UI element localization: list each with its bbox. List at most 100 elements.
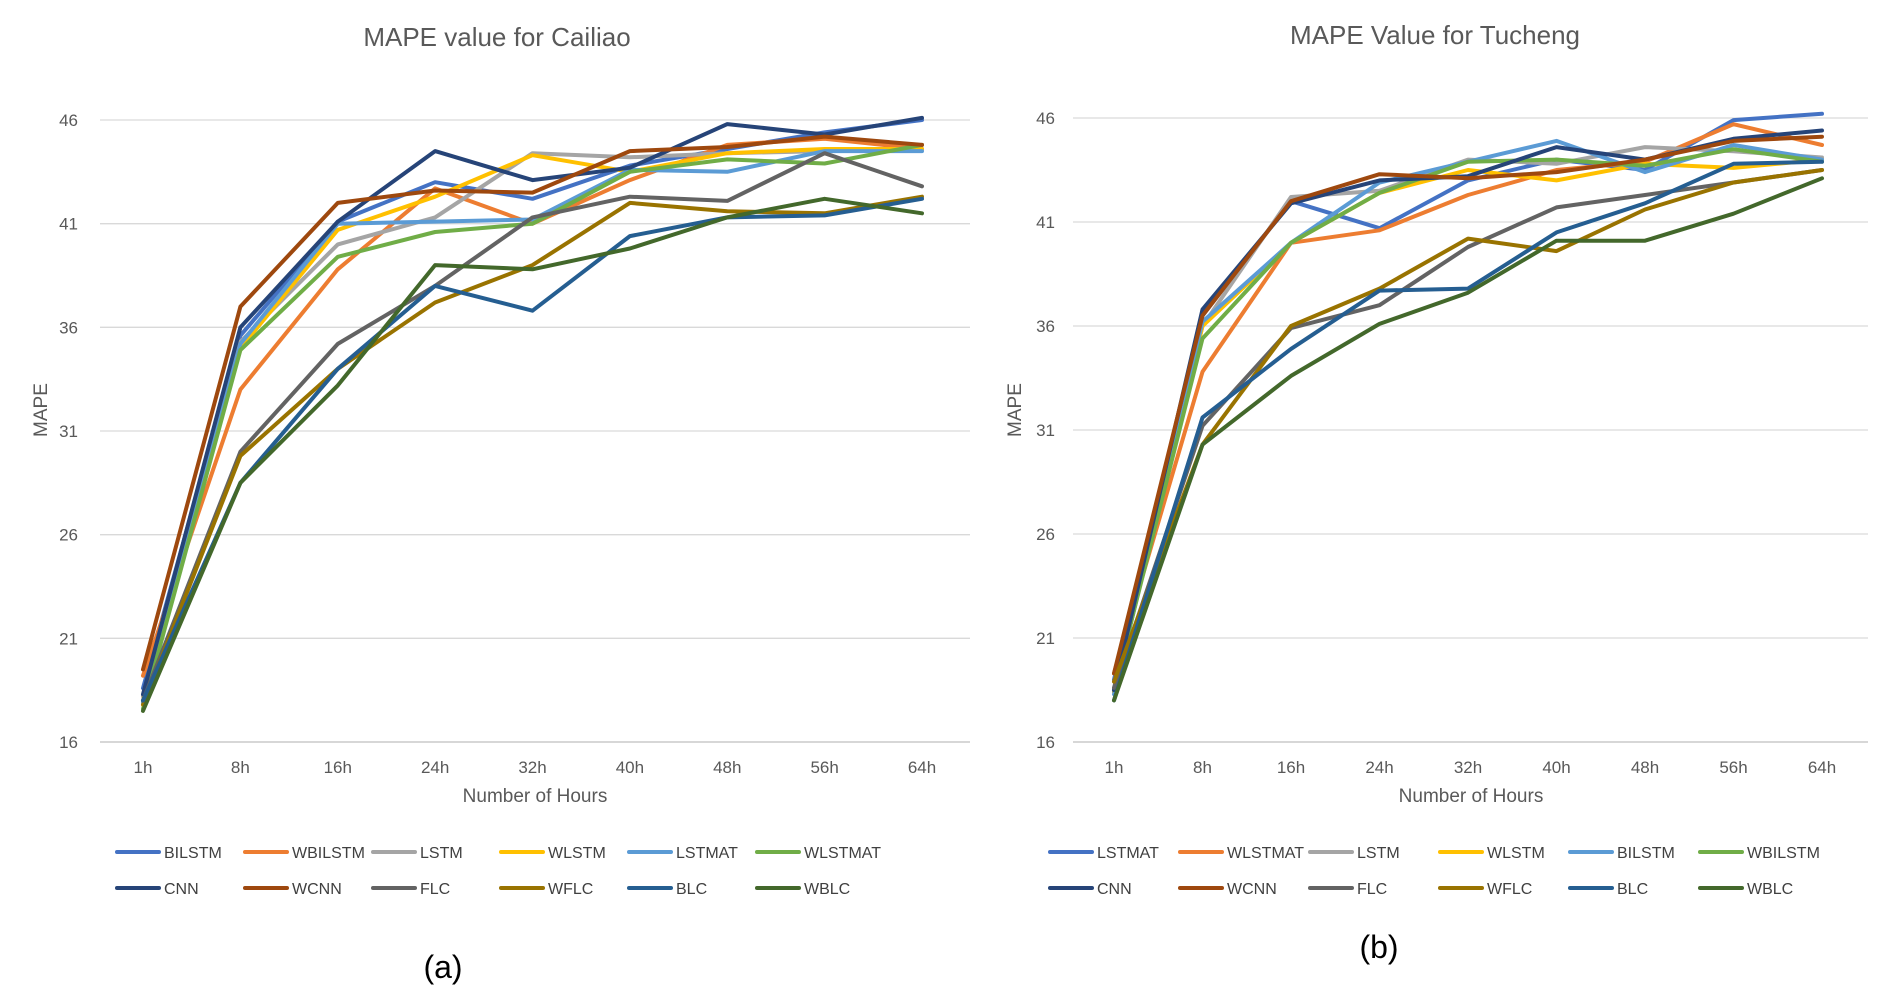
legend-item: WLSTM <box>499 845 606 862</box>
series-line-flc <box>141 151 924 703</box>
x-tick-label: 16h <box>324 758 352 777</box>
legend-item: CNN <box>115 881 199 898</box>
chart-cailiao: MAPE value for Cailiao MAPE Number of Ho… <box>31 22 970 985</box>
legend-label: LSTM <box>1357 845 1400 862</box>
legend-label: FLC <box>1357 881 1387 898</box>
y-tick-label: 21 <box>1036 629 1055 648</box>
series-line-lstm <box>1112 145 1824 690</box>
legend-item: WBLC <box>755 881 850 898</box>
x-tick-label: 56h <box>1719 758 1747 777</box>
panel-label: (a) <box>423 949 462 985</box>
series-line-blc <box>1112 159 1824 703</box>
y-tick-label: 36 <box>1036 317 1055 336</box>
legend-label: WCNN <box>1227 881 1277 898</box>
legend-label: CNN <box>164 881 199 898</box>
series-lines <box>141 115 924 713</box>
series-line-wflc <box>141 194 924 707</box>
chart-title: MAPE Value for Tucheng <box>1290 20 1580 50</box>
legend-label: WLSTM <box>548 845 606 862</box>
panel-label: (b) <box>1359 929 1398 965</box>
chart-tucheng: MAPE Value for Tucheng MAPE Number of Ho… <box>1005 20 1868 965</box>
series-line-blc <box>141 196 924 703</box>
legend-label: BLC <box>676 881 707 898</box>
x-tick-label: 64h <box>908 758 936 777</box>
legend-label: BLC <box>1617 881 1648 898</box>
series-line-cnn <box>141 115 924 697</box>
x-tick-label: 40h <box>616 758 644 777</box>
y-tick-label: 41 <box>59 215 78 234</box>
legend-item: WLSTMAT <box>755 845 881 862</box>
legend-item: WBILSTM <box>1698 845 1820 862</box>
series-line-lstmat <box>1112 111 1824 682</box>
y-axis-title: MAPE <box>1005 383 1026 437</box>
legend-label: WBLC <box>804 881 850 898</box>
legend-label: LSTMAT <box>1097 845 1159 862</box>
x-tick-label: 40h <box>1542 758 1570 777</box>
legend-label: LSTMAT <box>676 845 738 862</box>
y-tick-label: 41 <box>1036 213 1055 232</box>
legend-label: BILSTM <box>164 845 222 862</box>
legend-label: BILSTM <box>1617 845 1675 862</box>
y-tick-label: 16 <box>1036 733 1055 752</box>
series-line-wblc <box>1112 176 1824 703</box>
legend-label: FLC <box>420 881 450 898</box>
legend: LSTMAT WLSTMAT LSTM WLSTM BILSTM WBILSTM CNN WC… <box>1048 845 1820 898</box>
series-line-wlstmat <box>141 142 924 711</box>
legend-label: WLSTMAT <box>1227 845 1304 862</box>
y-tick-label: 26 <box>1036 525 1055 544</box>
legend-item: BLC <box>1568 881 1648 898</box>
legend-item: FLC <box>1308 881 1387 898</box>
legend-item: BLC <box>627 881 707 898</box>
x-tick-labels: 1h 8h 16h 24h 32h 40h 48h 56h 64h <box>1105 758 1837 777</box>
series-line-wcnn <box>141 134 924 672</box>
legend-item: LSTM <box>371 845 463 862</box>
x-tick-label: 1h <box>1105 758 1124 777</box>
series-line-wcnn <box>1112 134 1824 676</box>
legend-item: WBLC <box>1698 881 1793 898</box>
x-tick-label: 8h <box>231 758 250 777</box>
series-line-lstmat <box>141 149 924 705</box>
x-tick-label: 64h <box>1808 758 1836 777</box>
legend-label: WLSTM <box>1487 845 1545 862</box>
legend-item: FLC <box>371 881 450 898</box>
legend-item: CNN <box>1048 881 1132 898</box>
series-line-wlstm <box>141 147 924 703</box>
gridlines <box>1073 117 1868 743</box>
x-tick-label: 48h <box>1631 758 1659 777</box>
chart-title: MAPE value for Cailiao <box>363 22 630 52</box>
x-tick-label: 1h <box>134 758 153 777</box>
series-line-lstm <box>141 147 924 699</box>
series-line-wblc <box>141 196 924 713</box>
series-line-cnn <box>1112 128 1824 692</box>
x-tick-label: 24h <box>421 758 449 777</box>
legend-item: LSTM <box>1308 845 1400 862</box>
legend-item: WCNN <box>1178 881 1277 898</box>
x-axis-title: Number of Hours <box>1399 786 1544 807</box>
y-axis-title: MAPE <box>31 383 52 437</box>
legend-label: WBILSTM <box>1747 845 1820 862</box>
legend-item: WFLC <box>1438 881 1532 898</box>
series-line-wlstmat <box>1112 122 1824 676</box>
legend-label: WFLC <box>548 881 593 898</box>
y-tick-labels: 16 21 26 31 36 41 46 <box>1036 109 1055 752</box>
x-tick-labels: 1h 8h 16h 24h 32h 40h 48h 56h 64h <box>134 758 937 777</box>
y-tick-label: 21 <box>59 629 78 648</box>
x-axis-title: Number of Hours <box>463 786 608 807</box>
x-tick-label: 56h <box>810 758 838 777</box>
x-tick-label: 8h <box>1193 758 1212 777</box>
y-tick-label: 31 <box>1036 421 1055 440</box>
legend-label: CNN <box>1097 881 1132 898</box>
series-lines <box>1112 111 1824 703</box>
x-tick-label: 48h <box>713 758 741 777</box>
legend-item: WLSTMAT <box>1178 845 1304 862</box>
legend-item: WLSTM <box>1438 845 1545 862</box>
series-line-wbilstm <box>1112 147 1824 692</box>
legend-label: LSTM <box>420 845 463 862</box>
x-tick-label: 32h <box>1454 758 1482 777</box>
legend-item: WFLC <box>499 881 593 898</box>
legend-label: WFLC <box>1487 881 1532 898</box>
series-line-bilstm <box>141 118 924 691</box>
legend-label: WBILSTM <box>292 845 365 862</box>
legend-item: BILSTM <box>115 845 222 862</box>
